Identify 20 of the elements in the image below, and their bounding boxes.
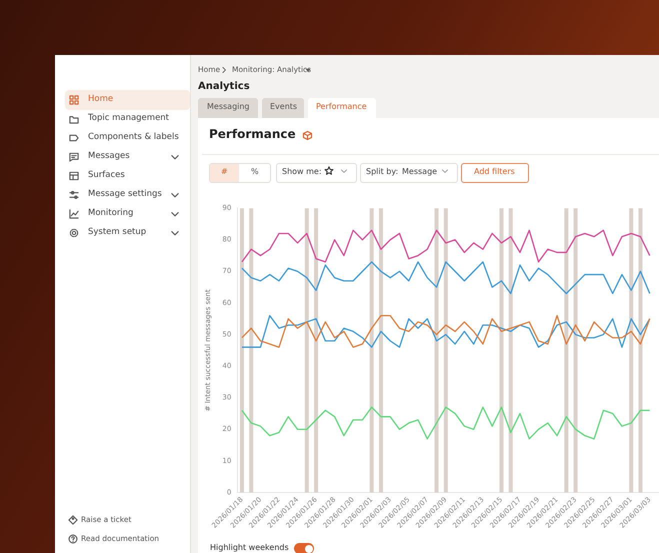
text: Highlight weekends: [210, 543, 289, 553]
text: Monitoring: [88, 208, 134, 218]
text: Performance: [316, 102, 367, 112]
text: Analytics: [198, 81, 250, 93]
text: Message settings: [88, 189, 162, 200]
text: Show me:: [282, 167, 322, 177]
text: Topic management: [88, 113, 170, 124]
text: #: [221, 167, 228, 177]
text: Surfaces: [88, 170, 125, 180]
text: Split by:: [366, 167, 398, 177]
chart-title: Performance: [209, 127, 296, 141]
text: Events: [270, 102, 298, 112]
text: %: [251, 167, 259, 177]
text: Message: [402, 167, 438, 177]
text: Messaging: [207, 102, 250, 112]
text: Components & labels: [88, 132, 179, 142]
text: Home: [88, 94, 114, 104]
text: Add filters: [474, 167, 515, 177]
text: System setup: [88, 227, 146, 238]
text: Messages: [88, 151, 130, 162]
